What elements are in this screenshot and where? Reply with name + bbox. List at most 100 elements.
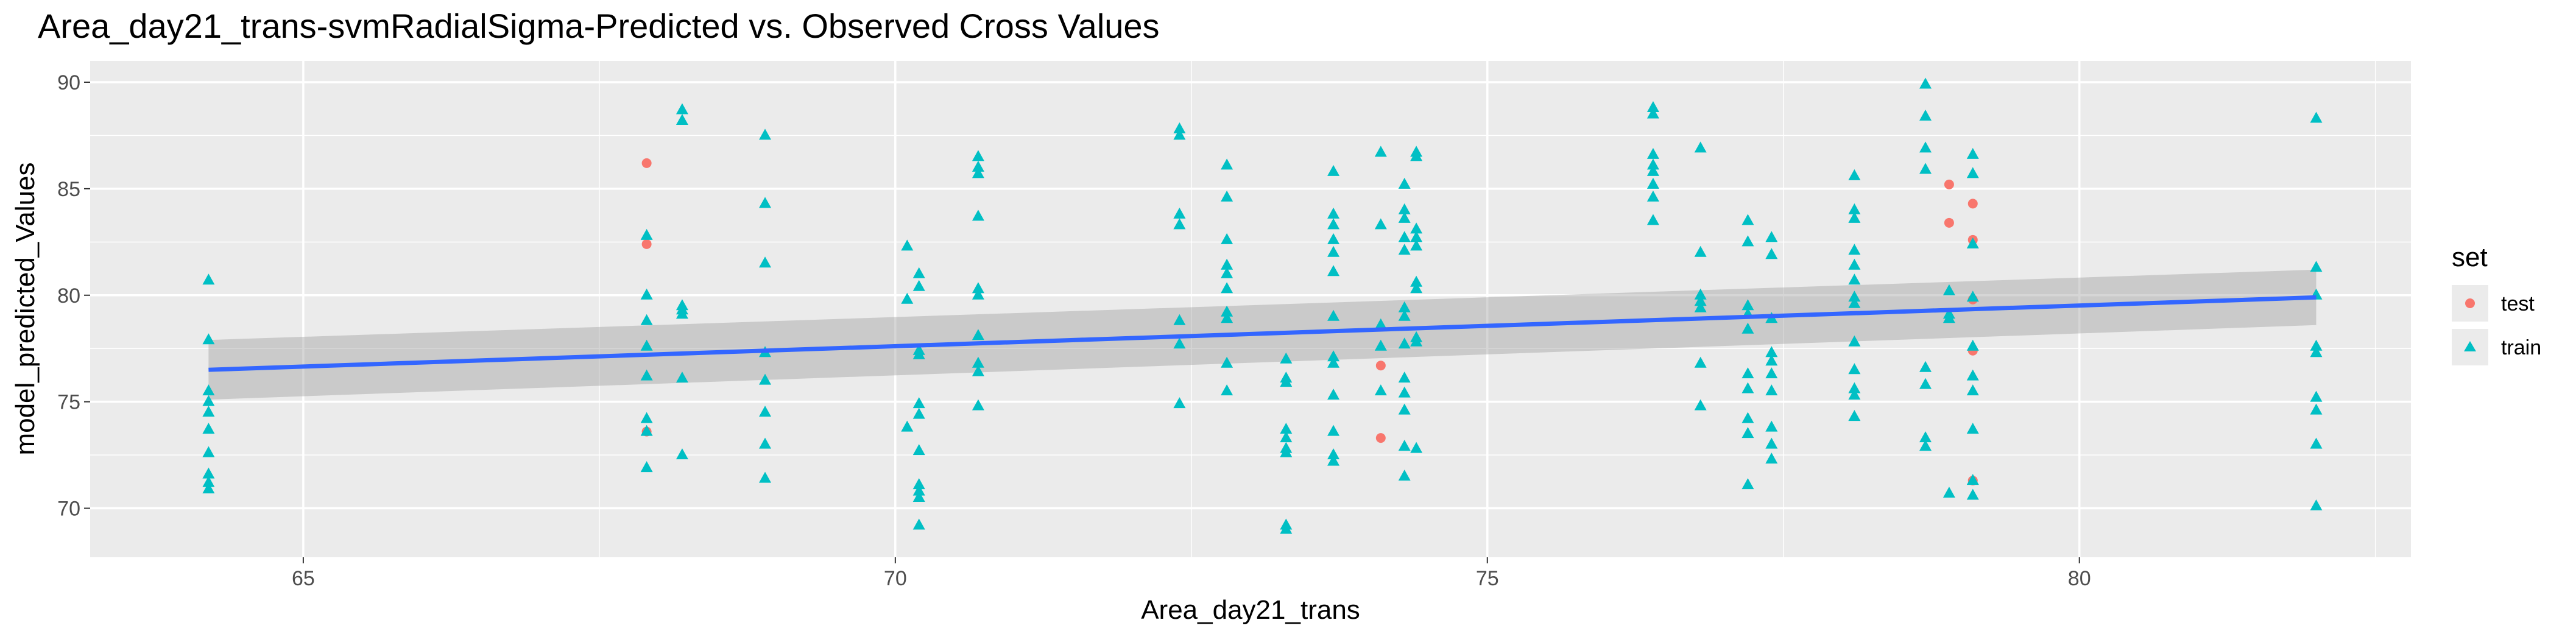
data-point-train: [1741, 382, 1754, 393]
legend-symbol-test: [2465, 298, 2475, 308]
data-point-train: [1765, 420, 1778, 432]
data-point-train: [1327, 233, 1340, 244]
data-point-train: [1966, 488, 1979, 500]
x-tick-label: 80: [2068, 567, 2091, 590]
data-point-train: [1280, 376, 1293, 387]
data-point-train: [1966, 423, 1979, 434]
y-axis-title: model_predicted_Values: [10, 162, 40, 455]
data-point-train: [972, 399, 984, 410]
data-point-train: [1919, 378, 1932, 389]
data-point-train: [1327, 389, 1340, 400]
data-point-train: [1327, 454, 1340, 466]
data-point-train: [1694, 356, 1707, 368]
data-point-train: [640, 369, 653, 381]
data-point-train: [1221, 258, 1233, 270]
data-point-train: [640, 288, 653, 300]
data-point-train: [1173, 337, 1186, 349]
data-point-train: [912, 280, 925, 291]
data-point-train: [1919, 361, 1932, 372]
data-point-train: [1848, 335, 1861, 347]
legend-label-train: train: [2501, 336, 2541, 359]
data-point-train: [1410, 222, 1423, 234]
data-point-train: [759, 471, 772, 483]
data-point-train: [1765, 367, 1778, 379]
data-point-train: [1741, 478, 1754, 490]
data-point-train: [2310, 390, 2323, 402]
data-point-train: [1410, 150, 1423, 161]
data-point-train: [1919, 163, 1932, 174]
data-point-train: [1280, 423, 1293, 434]
data-point-train: [1741, 367, 1754, 379]
y-tick-label: 80: [57, 284, 80, 308]
data-point-train: [1966, 384, 1979, 396]
data-point-train: [1919, 431, 1932, 443]
y-tick-label: 85: [57, 178, 80, 201]
data-point-train: [912, 518, 925, 530]
data-point-train: [1646, 164, 1659, 176]
data-point-train: [202, 333, 215, 345]
data-point-train: [676, 372, 688, 383]
data-point-train: [1410, 282, 1423, 294]
data-point-train: [1173, 218, 1186, 230]
data-point-test: [1944, 179, 1954, 189]
data-point-train: [972, 365, 984, 376]
data-point-train: [1398, 309, 1411, 321]
x-axis-ticks: 65 70 75 80: [292, 557, 2091, 590]
data-point-train: [1280, 446, 1293, 457]
data-point-train: [1221, 282, 1233, 294]
data-point-train: [912, 478, 925, 490]
data-point-train: [202, 384, 215, 396]
data-point-train: [1398, 231, 1411, 242]
data-point-train: [1966, 369, 1979, 381]
data-point-train: [1966, 237, 1979, 248]
data-point-train: [1221, 312, 1233, 323]
data-point-train: [202, 482, 215, 494]
data-point-train: [1398, 337, 1411, 349]
data-point-train: [2310, 499, 2323, 511]
data-point-train: [676, 113, 688, 125]
data-point-train: [1919, 109, 1932, 121]
data-point-train: [1374, 339, 1387, 351]
grid-lines: [90, 61, 2411, 557]
data-point-train: [1646, 214, 1659, 225]
x-tick-label: 75: [1476, 567, 1499, 590]
data-point-train: [640, 412, 653, 423]
data-point-train: [1374, 146, 1387, 157]
data-point-train: [1646, 177, 1659, 189]
legend-label-test: test: [2501, 292, 2535, 315]
data-point-train: [1221, 384, 1233, 396]
data-point-train: [1410, 239, 1423, 251]
data-point-train: [901, 292, 914, 304]
data-point-train: [759, 373, 772, 385]
data-point-train: [1398, 301, 1411, 312]
data-point-train: [1221, 267, 1233, 278]
data-point-train: [1765, 453, 1778, 464]
data-point-train: [1398, 440, 1411, 451]
data-point-train: [912, 397, 925, 409]
data-point-train: [912, 491, 925, 502]
data-point-test: [1944, 217, 1954, 228]
data-point-train: [1848, 363, 1861, 375]
data-point-train: [1374, 218, 1387, 230]
data-point-train: [912, 484, 925, 496]
y-tick-label: 90: [57, 71, 80, 94]
data-point-test: [1967, 199, 1978, 209]
data-point-train: [1694, 399, 1707, 410]
data-point-train: [2310, 437, 2323, 449]
data-point-train: [1694, 288, 1707, 300]
data-point-test: [641, 158, 652, 168]
data-point-train: [2310, 111, 2323, 123]
data-point-train: [759, 256, 772, 268]
y-tick-label: 70: [57, 498, 80, 521]
data-point-train: [1173, 129, 1186, 140]
data-point-train: [1765, 437, 1778, 449]
data-point-train: [1173, 314, 1186, 325]
data-point-train: [202, 406, 215, 417]
data-point-train: [1646, 147, 1659, 159]
data-point-train: [202, 446, 215, 457]
data-point-train: [640, 314, 653, 325]
data-point-train: [1943, 312, 1955, 323]
data-point-train: [1966, 339, 1979, 351]
data-point-train: [1398, 403, 1411, 415]
